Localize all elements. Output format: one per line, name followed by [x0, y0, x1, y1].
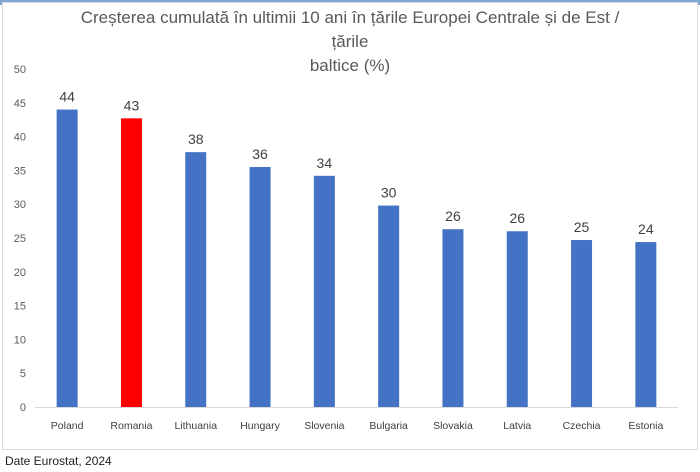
chart-title-line-2: baltice (%): [309, 56, 391, 75]
x-tick-label-hungary: Hungary: [240, 420, 280, 432]
data-label-poland: 44: [59, 89, 75, 105]
data-label-hungary: 36: [252, 146, 268, 162]
x-tick-label-czechia: Czechia: [563, 420, 601, 432]
data-label-romania: 43: [124, 97, 140, 113]
y-tick-label: 35: [14, 165, 26, 177]
bar-slovenia: [313, 175, 335, 407]
x-tick-label-slovakia: Slovakia: [433, 420, 473, 432]
y-tick-label: 30: [14, 199, 26, 211]
x-tick-label-romania: Romania: [110, 420, 152, 432]
bar-bulgaria: [378, 205, 400, 407]
y-tick-label: 0: [20, 402, 26, 414]
bar-hungary: [249, 167, 271, 407]
data-label-slovenia: 34: [317, 155, 333, 171]
bar-latvia: [506, 231, 528, 407]
x-tick-label-slovenia: Slovenia: [304, 420, 344, 432]
bar-czechia: [571, 240, 593, 407]
source-note: Date Eurostat, 2024: [5, 454, 112, 468]
bar-chart: 0 5 10 15 20 25 30 35 40 45 50 44 Poland 43 Romania 38 L…: [14, 64, 678, 432]
y-tick-label: 50: [14, 64, 26, 76]
data-label-slovakia: 26: [445, 208, 461, 224]
x-tick-label-poland: Poland: [51, 420, 84, 432]
y-tick-label: 15: [14, 301, 26, 313]
bar-estonia: [635, 242, 657, 407]
y-tick-label: 45: [14, 98, 26, 110]
y-tick-label: 10: [14, 334, 26, 346]
chart-title-line-1: Creșterea cumulată în ultimii 10 ani în …: [80, 8, 620, 51]
y-tick-label: 40: [14, 132, 26, 144]
x-tick-label-bulgaria: Bulgaria: [369, 420, 408, 432]
y-tick-label: 5: [20, 368, 26, 380]
x-tick-label-lithuania: Lithuania: [174, 420, 217, 432]
bar-lithuania: [185, 152, 207, 407]
x-tick-label-latvia: Latvia: [503, 420, 531, 432]
chart-title: Creșterea cumulată în ultimii 10 ani în …: [70, 6, 630, 78]
bar-poland: [56, 109, 78, 407]
data-label-bulgaria: 30: [381, 185, 397, 201]
bar-slovakia: [442, 229, 464, 407]
y-tick-label: 20: [14, 267, 26, 279]
data-label-lithuania: 38: [188, 131, 204, 147]
bar-romania: [120, 118, 142, 408]
data-label-czechia: 25: [574, 219, 590, 235]
x-tick-label-estonia: Estonia: [628, 420, 663, 432]
data-label-estonia: 24: [638, 221, 654, 237]
data-label-latvia: 26: [509, 210, 525, 226]
y-tick-label: 25: [14, 233, 26, 245]
